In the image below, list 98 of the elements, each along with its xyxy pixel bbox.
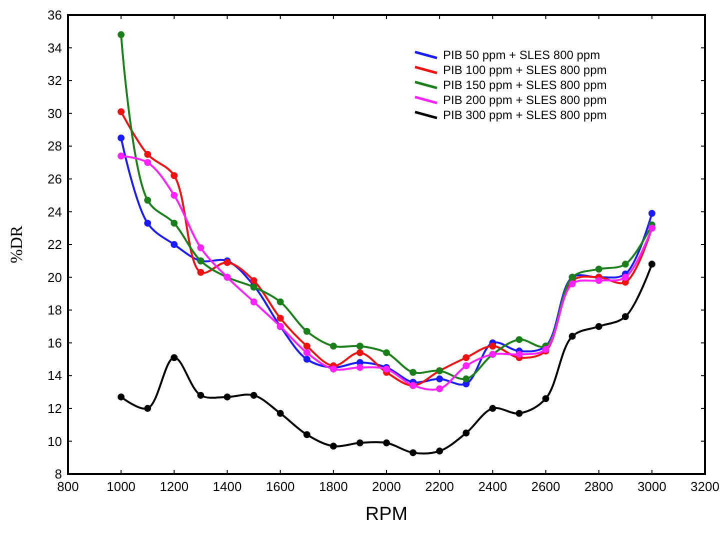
x-tick-label: 2400: [478, 479, 508, 494]
point: [250, 298, 258, 306]
x-tick-label: 2200: [425, 479, 454, 494]
x-tick-label: 800: [57, 479, 79, 494]
legend-label: PIB 200 ppm + SLES 800 ppm: [443, 93, 607, 108]
x-axis-title: RPM: [365, 504, 408, 525]
point: [462, 430, 470, 437]
x-tick-label: 3000: [637, 479, 666, 494]
point: [542, 395, 550, 402]
point: [568, 280, 576, 288]
y-tick-label: 16: [48, 335, 62, 350]
x-tick-label: 1600: [266, 479, 295, 494]
point: [303, 328, 310, 335]
y-tick-label: 20: [48, 270, 62, 285]
point: [118, 108, 125, 116]
point: [303, 349, 310, 356]
point: [197, 268, 204, 276]
point: [462, 354, 470, 362]
point: [118, 134, 125, 142]
x-tick-label: 1200: [160, 479, 189, 494]
legend-label: PIB 300 ppm + SLES 800 ppm: [443, 108, 607, 122]
y-tick-label: 26: [48, 171, 62, 186]
point: [118, 393, 125, 400]
point: [170, 192, 178, 199]
point: [622, 260, 629, 268]
legend-label: PIB 100 ppm + SLES 800 ppm: [443, 63, 607, 78]
point: [383, 349, 390, 356]
point: [303, 431, 310, 438]
y-tick-label: 22: [48, 237, 62, 252]
point: [383, 439, 390, 446]
y-tick-label: 18: [48, 302, 62, 318]
point: [276, 314, 284, 322]
x-tick-label: 2800: [584, 479, 614, 494]
point: [250, 277, 258, 284]
point: [489, 404, 496, 412]
point: [170, 220, 178, 227]
x-tick-label: 2000: [372, 479, 401, 494]
point: [410, 368, 417, 376]
y-tick-label: 30: [48, 106, 62, 121]
point: [170, 354, 178, 362]
point: [197, 244, 204, 252]
y-tick-label: 34: [48, 40, 62, 56]
point: [144, 220, 152, 227]
y-tick-label: 24: [48, 204, 62, 220]
point: [622, 313, 629, 320]
x-tick-label: 1800: [318, 479, 348, 494]
point: [170, 241, 178, 248]
point: [356, 342, 364, 350]
y-axis-title: %DR: [7, 224, 26, 264]
point: [516, 350, 523, 358]
point: [595, 266, 602, 273]
point: [436, 375, 444, 382]
y-tick-label: 8: [54, 466, 62, 482]
y-tick-label: 28: [48, 138, 62, 154]
point: [170, 172, 178, 180]
point: [516, 336, 523, 344]
legend-label: PIB 150 ppm + SLES 800 ppm: [443, 78, 607, 92]
y-tick-label: 32: [48, 73, 62, 88]
point: [197, 392, 204, 399]
point: [356, 349, 364, 356]
x-tick-label: 1400: [212, 479, 242, 494]
point: [144, 150, 152, 158]
x-tick-label: 1000: [106, 479, 136, 494]
point: [118, 31, 125, 38]
point: [648, 210, 656, 217]
point: [568, 332, 576, 340]
point: [648, 260, 656, 268]
point: [595, 277, 602, 284]
point: [595, 322, 602, 330]
point: [462, 375, 470, 382]
point: [144, 159, 152, 166]
point: [144, 404, 152, 412]
point: [462, 362, 470, 370]
point: [330, 342, 337, 350]
point: [516, 410, 523, 417]
x-tick-label: 2600: [531, 479, 560, 494]
y-tick-label: 36: [48, 8, 62, 23]
point: [436, 448, 444, 455]
point: [489, 342, 496, 350]
point: [356, 364, 364, 371]
x-tick-label: 3200: [690, 479, 720, 494]
y-tick-label: 14: [48, 368, 62, 384]
point: [276, 298, 284, 306]
point: [250, 392, 258, 399]
point: [144, 196, 152, 204]
point: [330, 442, 337, 450]
point: [410, 449, 417, 456]
y-tick-label: 12: [48, 400, 62, 416]
point: [118, 152, 125, 160]
point: [276, 410, 284, 417]
point: [224, 393, 231, 400]
point: [303, 356, 310, 363]
point: [436, 385, 444, 392]
y-tick-label: 10: [48, 434, 62, 449]
point: [356, 439, 364, 446]
point: [622, 274, 629, 281]
legend-label: PIB 50 ppm + SLES 800 ppm: [443, 48, 600, 62]
point: [303, 342, 310, 350]
